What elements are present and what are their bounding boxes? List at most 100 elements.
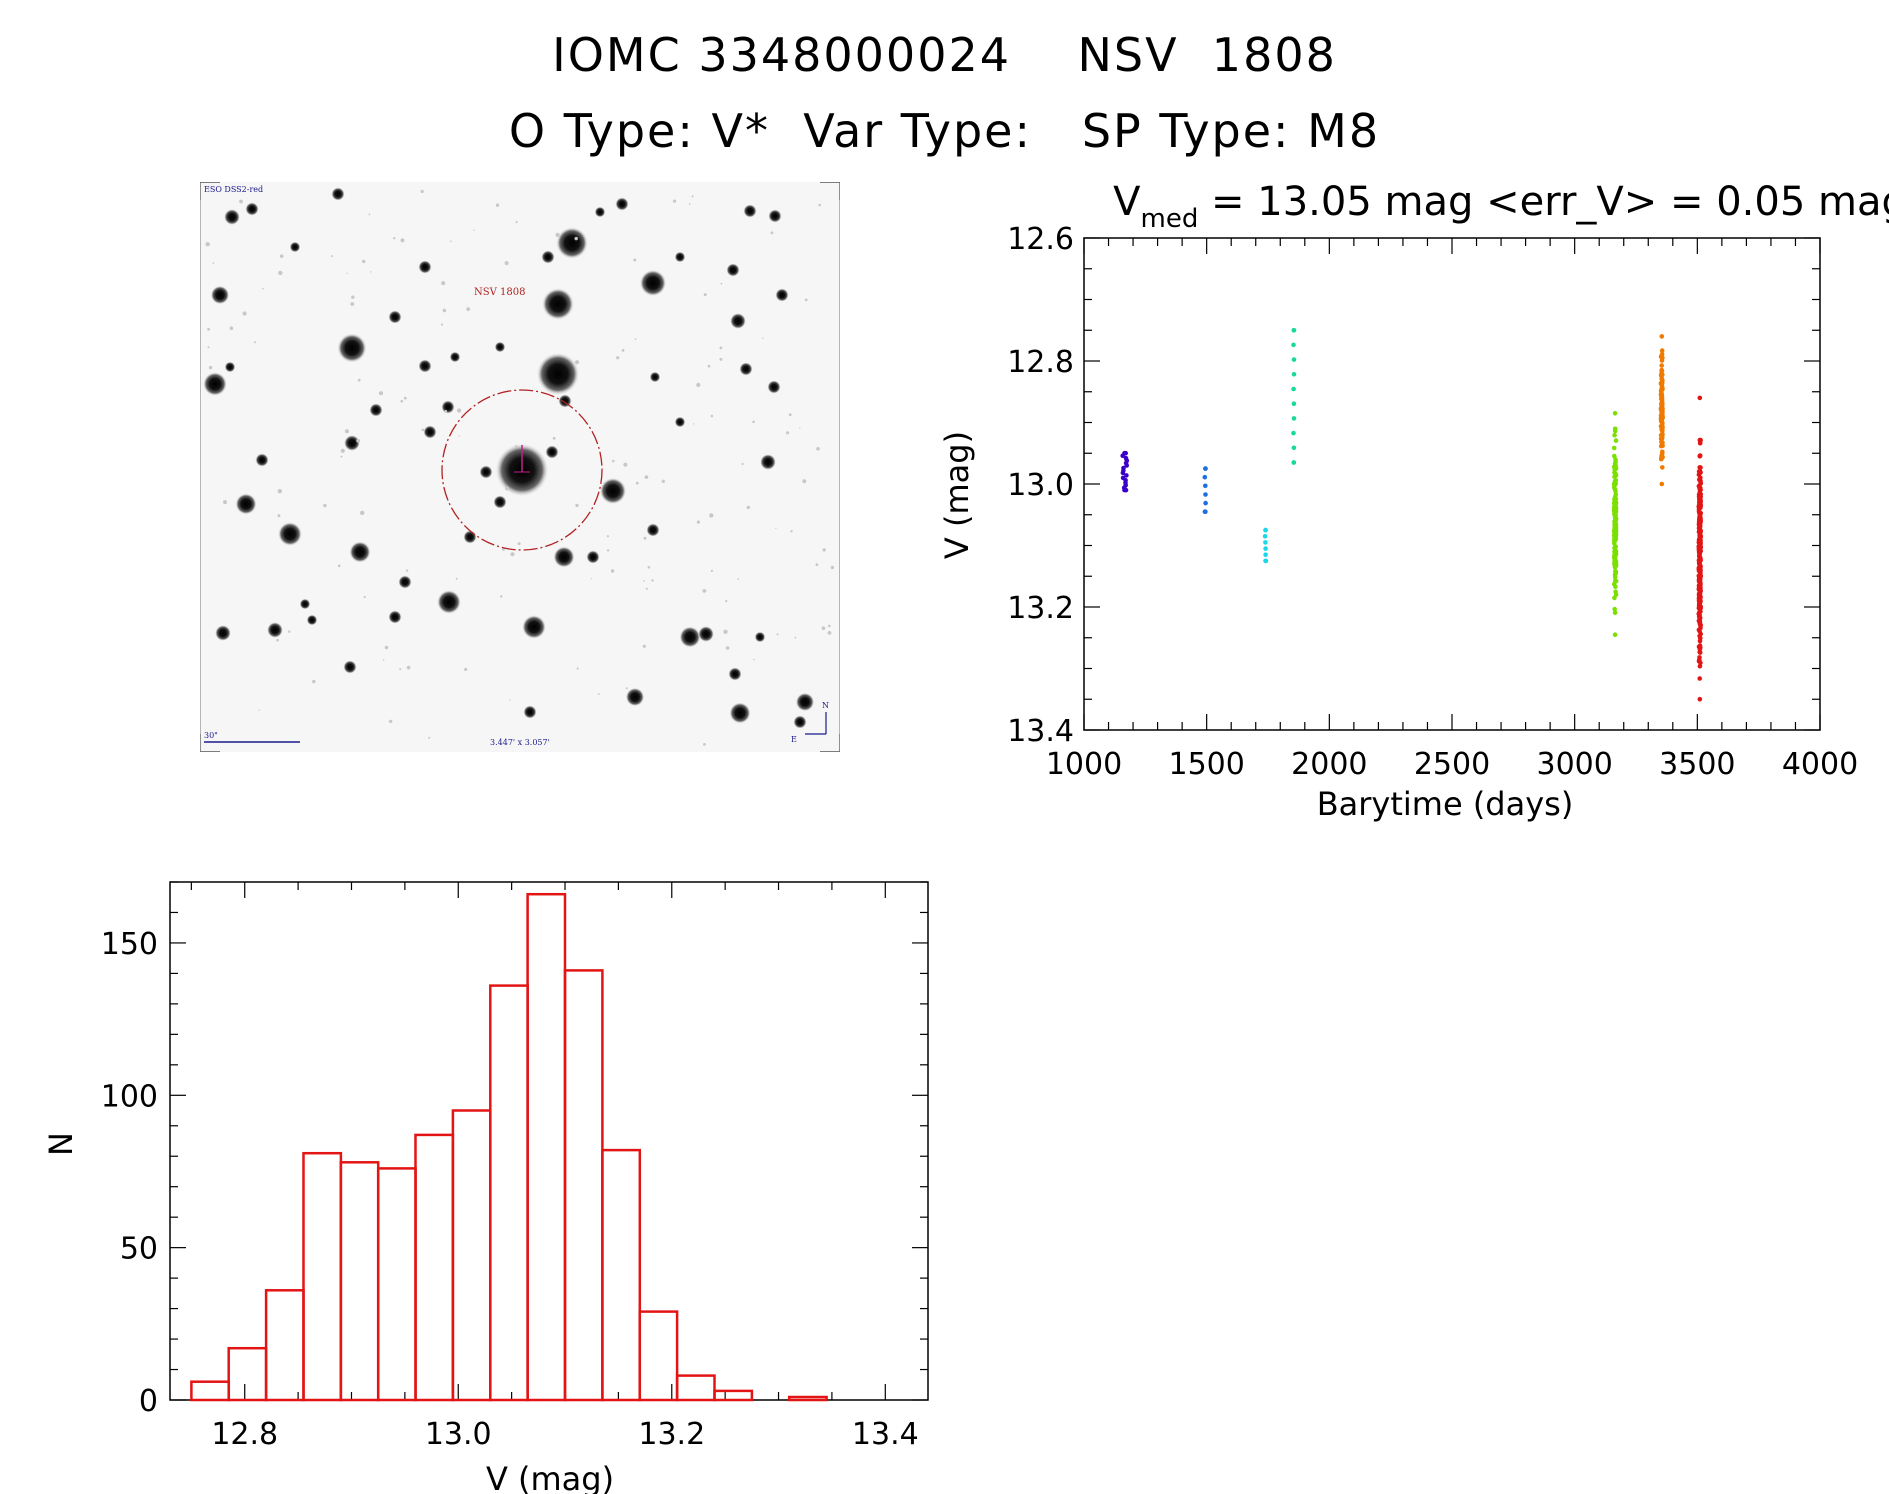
star	[299, 598, 311, 610]
data-point	[1124, 463, 1129, 468]
y-tick-label: 100	[101, 1079, 158, 1114]
data-point	[1291, 445, 1297, 451]
faint-star	[360, 510, 365, 516]
data-point	[1612, 610, 1618, 615]
data-point	[1698, 580, 1703, 585]
faint-star	[590, 578, 592, 580]
faint-star	[510, 552, 515, 557]
faint-star	[725, 646, 730, 650]
data-point	[1613, 438, 1619, 443]
faint-star	[350, 302, 355, 306]
series-group-5	[1611, 411, 1619, 637]
faint-star	[205, 242, 210, 247]
data-point	[1698, 465, 1703, 470]
series-group-7	[1696, 395, 1703, 702]
faint-star	[276, 638, 279, 642]
faint-star	[802, 479, 807, 484]
star	[674, 251, 686, 263]
faint-star	[442, 308, 447, 313]
data-point	[1659, 348, 1665, 353]
data-point	[1696, 627, 1702, 633]
x-tick-label: 13.4	[852, 1417, 919, 1452]
data-point	[1613, 462, 1618, 468]
faint-star	[720, 282, 723, 285]
faint-star	[709, 513, 714, 518]
histogram-bar	[264, 1289, 305, 1402]
faint-star	[344, 429, 349, 434]
data-point	[1697, 638, 1703, 644]
x-tick-label: 4000	[1782, 747, 1858, 782]
data-point	[1697, 486, 1703, 492]
x-tick-label: 13.0	[425, 1417, 492, 1452]
faint-star	[703, 743, 706, 746]
faint-star	[473, 229, 475, 231]
faint-star	[776, 633, 779, 636]
faint-star	[786, 431, 790, 435]
faint-star	[457, 408, 462, 413]
data-point	[1660, 440, 1665, 445]
faint-star	[555, 232, 560, 237]
data-point	[1612, 572, 1618, 578]
faint-star	[576, 667, 579, 670]
data-point	[1660, 431, 1665, 437]
target-circle	[441, 389, 603, 551]
faint-star	[804, 298, 808, 302]
star	[306, 614, 318, 626]
data-point	[1202, 474, 1208, 480]
histogram-bar	[302, 1151, 343, 1402]
data-point	[1613, 478, 1619, 483]
data-point	[1659, 421, 1665, 427]
data-point	[1122, 487, 1127, 493]
star	[541, 250, 555, 264]
faint-star	[815, 563, 819, 566]
x-tick-label: 3000	[1536, 747, 1612, 782]
series-group-1	[1120, 450, 1130, 493]
data-point	[1697, 657, 1702, 663]
star	[277, 521, 303, 547]
star	[210, 285, 230, 305]
data-point	[1120, 470, 1126, 476]
faint-star	[746, 505, 750, 510]
data-point	[1660, 410, 1665, 415]
star	[729, 702, 751, 724]
x-tick-label: 3500	[1659, 747, 1735, 782]
star	[349, 541, 371, 563]
faint-star	[384, 645, 389, 650]
title-line-1: IOMC 3348000024 NSV 1808	[552, 28, 1337, 82]
star	[767, 380, 781, 394]
star	[586, 550, 600, 564]
faint-star	[399, 668, 402, 671]
light-curve-xlabel: Barytime (days)	[1317, 785, 1574, 823]
star	[224, 361, 236, 373]
histogram-bar	[787, 1395, 828, 1402]
faint-star	[450, 240, 452, 242]
star	[369, 403, 383, 417]
compass-east-label: E	[791, 735, 797, 744]
faint-star	[288, 630, 291, 633]
histogram-bar	[675, 1374, 716, 1402]
data-point	[1612, 507, 1617, 512]
star	[674, 416, 686, 428]
faint-star	[340, 448, 345, 453]
x-tick-label: 2000	[1291, 747, 1367, 782]
faint-star	[651, 579, 654, 582]
star	[441, 400, 455, 414]
faint-star	[253, 341, 256, 344]
faint-star	[719, 346, 723, 350]
faint-star	[816, 447, 820, 451]
faint-star	[818, 203, 821, 207]
data-point	[1659, 376, 1664, 381]
x-tick-label: 1500	[1168, 747, 1244, 782]
data-point	[1122, 450, 1127, 456]
data-point	[1697, 522, 1703, 528]
data-point	[1659, 481, 1665, 487]
star	[728, 667, 742, 681]
data-point	[1263, 540, 1268, 545]
faint-star	[828, 624, 831, 628]
sky-image-panel: ESO DSS2-red NSV 1808 30" 3.447' x 3.057…	[200, 182, 840, 752]
data-point	[1697, 561, 1702, 567]
data-point	[1263, 552, 1268, 557]
faint-star	[610, 569, 615, 573]
star	[388, 310, 402, 324]
faint-star	[597, 693, 600, 695]
